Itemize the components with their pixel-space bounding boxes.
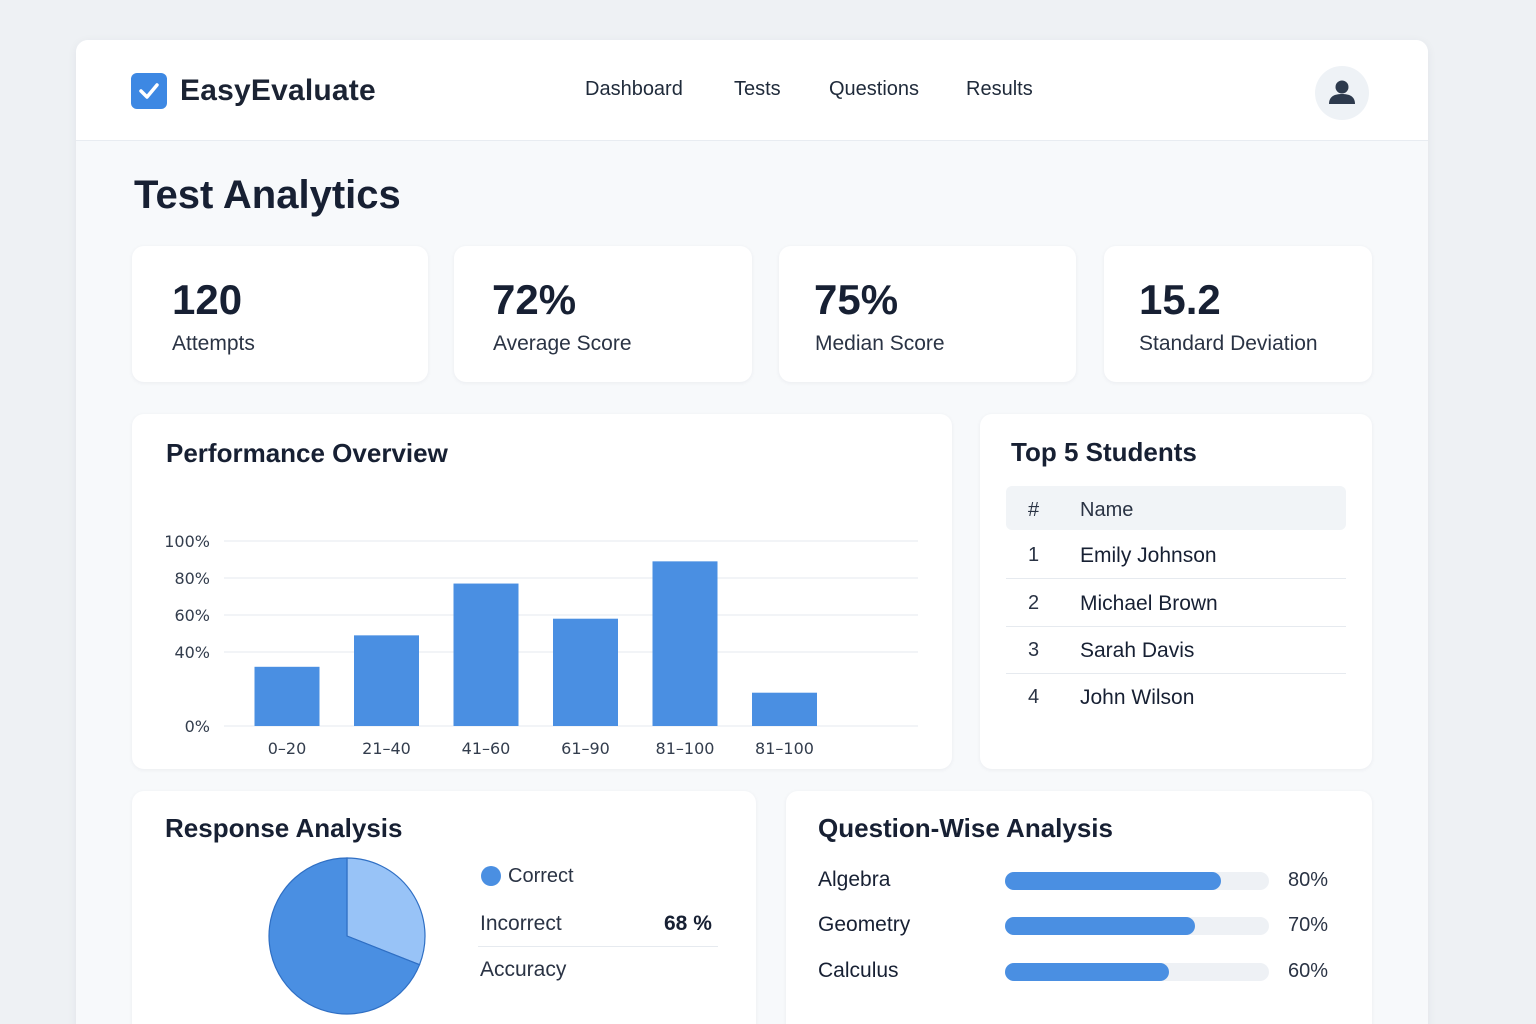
top-navbar: EasyEvaluate Dashboard Tests Questions R… — [76, 40, 1428, 141]
performance-bar-chart: 100% 80% 60% 40% 0% 0–20 21–40 41–60 61–90 81–100… — [164, 532, 918, 758]
progress-fill-calculus — [1005, 963, 1169, 981]
y-tick-label: 0% — [185, 717, 210, 736]
stat-label: Attempts — [172, 332, 255, 355]
student-name: Emily Johnson — [1080, 544, 1217, 567]
correct-legend-dot — [481, 866, 501, 886]
stat-label: Median Score — [815, 332, 945, 355]
x-tick-label: 0–20 — [268, 739, 307, 758]
pie-slice[interactable] — [346, 857, 426, 966]
topic-percent-calculus: 60% — [1288, 960, 1329, 982]
incorrect-label: Incorrect — [480, 912, 562, 935]
bar[interactable] — [553, 618, 618, 726]
checkbox-logo-icon — [131, 73, 167, 109]
stat-value: 120 — [172, 276, 243, 323]
topic-label-geometry: Geometry — [818, 913, 911, 936]
performance-title: Performance Overview — [166, 438, 448, 468]
nav-tests[interactable]: Tests — [734, 78, 781, 100]
app-name: EasyEvaluate — [180, 74, 376, 107]
table-row[interactable]: 2 Michael Brown — [1006, 580, 1346, 627]
top-students-card: Top 5 Students # Name 1 Emily Johnson 2 … — [980, 414, 1372, 769]
stat-label: Standard Deviation — [1139, 332, 1318, 355]
table-row[interactable]: 1 Emily Johnson — [1006, 532, 1346, 579]
stat-value: 15.2 — [1139, 276, 1221, 323]
response-analysis-title: Response Analysis — [165, 813, 403, 843]
stat-value: 75% — [814, 276, 899, 323]
table-row[interactable]: 4 John Wilson — [1006, 674, 1346, 721]
x-tick-label: 81–100 — [755, 739, 814, 758]
y-tick-label: 40% — [174, 643, 210, 662]
accuracy-label: Accuracy — [480, 958, 567, 981]
student-rank: 4 — [1028, 686, 1040, 708]
student-name: Michael Brown — [1080, 592, 1218, 615]
app-window: EasyEvaluate Dashboard Tests Questions R… — [76, 40, 1428, 1024]
x-tick-label: 21–40 — [362, 739, 411, 758]
progress-track-geometry — [1005, 917, 1269, 935]
topic-label-algebra: Algebra — [818, 868, 891, 891]
incorrect-value: 68 % — [664, 912, 712, 935]
student-name: Sarah Davis — [1080, 639, 1195, 662]
student-rank: 1 — [1028, 544, 1040, 566]
bar[interactable] — [752, 692, 817, 726]
stat-card-attempts: 120 Attempts — [132, 246, 428, 382]
progress-fill-geometry — [1005, 917, 1196, 935]
student-name: John Wilson — [1080, 686, 1195, 709]
bar[interactable] — [652, 561, 718, 726]
response-analysis-card: Response Analysis Correct Incorrect 68 %… — [132, 791, 756, 1024]
rank-column-header: # — [1028, 499, 1040, 521]
user-avatar-button[interactable] — [1315, 66, 1369, 120]
student-rank: 3 — [1028, 639, 1040, 661]
student-rank: 2 — [1028, 592, 1040, 614]
x-tick-label: 81–100 — [656, 739, 715, 758]
table-row[interactable]: 3 Sarah Davis — [1006, 627, 1346, 674]
y-tick-label: 100% — [164, 532, 210, 551]
stat-card-standard-deviation: 15.2 Standard Deviation — [1104, 246, 1372, 382]
performance-overview-card: Performance Overview 100% 80% 60% 40% 0% 0–20… — [132, 414, 952, 769]
x-tick-label: 41–60 — [462, 739, 511, 758]
y-tick-label: 80% — [174, 569, 210, 588]
bar[interactable] — [453, 583, 519, 726]
page-title: Test Analytics — [134, 173, 401, 217]
topic-label-calculus: Calculus — [818, 959, 899, 982]
pie-slice[interactable] — [268, 857, 421, 1015]
name-column-header: Name — [1080, 499, 1134, 521]
question-wise-analysis-card: Question-Wise Analysis Algebra 80% Geome… — [786, 791, 1372, 1024]
correct-legend-label: Correct — [508, 865, 574, 887]
response-pie-chart — [268, 857, 426, 1015]
user-icon — [1329, 80, 1355, 104]
bar[interactable] — [354, 635, 419, 726]
bar[interactable] — [254, 666, 320, 726]
stat-card-average-score: 72% Average Score — [454, 246, 752, 382]
students-table-header: # Name — [1006, 486, 1346, 530]
progress-track-algebra — [1005, 872, 1269, 890]
stat-card-median-score: 75% Median Score — [779, 246, 1076, 382]
stat-label: Average Score — [493, 332, 632, 355]
question-wise-title: Question-Wise Analysis — [818, 813, 1113, 843]
topic-percent-algebra: 80% — [1288, 869, 1329, 891]
stat-value: 72% — [492, 276, 577, 323]
topic-percent-geometry: 70% — [1288, 914, 1329, 936]
divider — [478, 946, 718, 947]
nav-results[interactable]: Results — [966, 78, 1033, 100]
progress-fill-algebra — [1005, 872, 1222, 890]
progress-track-calculus — [1005, 963, 1269, 981]
nav-dashboard[interactable]: Dashboard — [585, 78, 683, 100]
nav-questions[interactable]: Questions — [829, 78, 920, 100]
y-tick-label: 60% — [174, 606, 210, 625]
x-tick-label: 61–90 — [561, 739, 610, 758]
top-students-title: Top 5 Students — [1011, 437, 1197, 467]
